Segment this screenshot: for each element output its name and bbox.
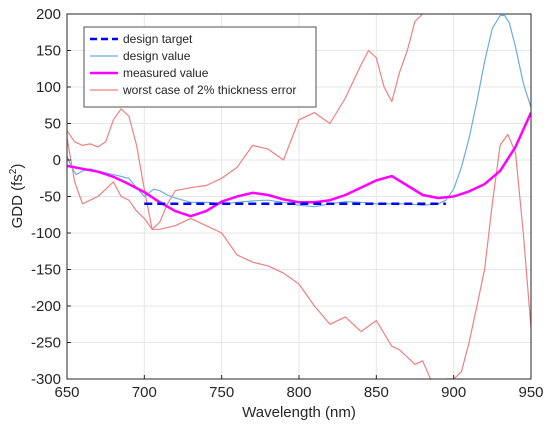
- series-measured-value: [67, 112, 531, 218]
- legend-label-worst-case: worst case of 2% thickness error: [122, 83, 296, 97]
- legend-label-design-value: design value: [123, 49, 191, 63]
- x-tick-label: 750: [209, 384, 234, 401]
- y-tick-label: 0: [53, 152, 61, 169]
- x-tick-label: 650: [54, 384, 79, 401]
- y-axis-label-close: ): [9, 164, 26, 169]
- y-tick-label: -50: [39, 189, 61, 206]
- x-tick-label: 800: [286, 384, 311, 401]
- x-tick-label: 900: [441, 384, 466, 401]
- series-worst-case-lower: [67, 133, 531, 379]
- x-tick-label: 850: [364, 384, 389, 401]
- x-tick-label: 700: [132, 384, 157, 401]
- y-axis-label-main: GDD (fs: [9, 174, 26, 228]
- y-tick-label: 100: [36, 79, 61, 96]
- x-axis-label: Wavelength (nm): [242, 404, 356, 421]
- legend-box: [83, 26, 317, 108]
- y-tick-label: -300: [31, 371, 61, 388]
- y-axis-ticks: -300 -250 -200 -150 -100 -50 0 50 100 150 200: [31, 6, 71, 388]
- y-tick-label: 50: [44, 116, 61, 133]
- y-axis-label-sup: 2: [8, 168, 19, 174]
- y-tick-label: 200: [36, 6, 61, 23]
- y-tick-label: -250: [31, 335, 61, 352]
- legend-label-design-target: design target: [123, 32, 193, 46]
- y-tick-label: 150: [36, 43, 61, 60]
- series-group: [67, 14, 531, 379]
- y-axis-label: GDD (fs2): [8, 164, 26, 229]
- series-worst-case-upper: [67, 14, 531, 230]
- x-tick-label: 950: [518, 384, 543, 401]
- legend-label-measured-value: measured value: [123, 66, 209, 80]
- y-tick-label: -150: [31, 262, 61, 279]
- x-axis-ticks: 650 700 750 800 850 900 950: [54, 375, 544, 401]
- y-tick-label: -200: [31, 298, 61, 315]
- y-tick-label: -100: [31, 225, 61, 242]
- legend: design target design value measured valu…: [83, 26, 317, 108]
